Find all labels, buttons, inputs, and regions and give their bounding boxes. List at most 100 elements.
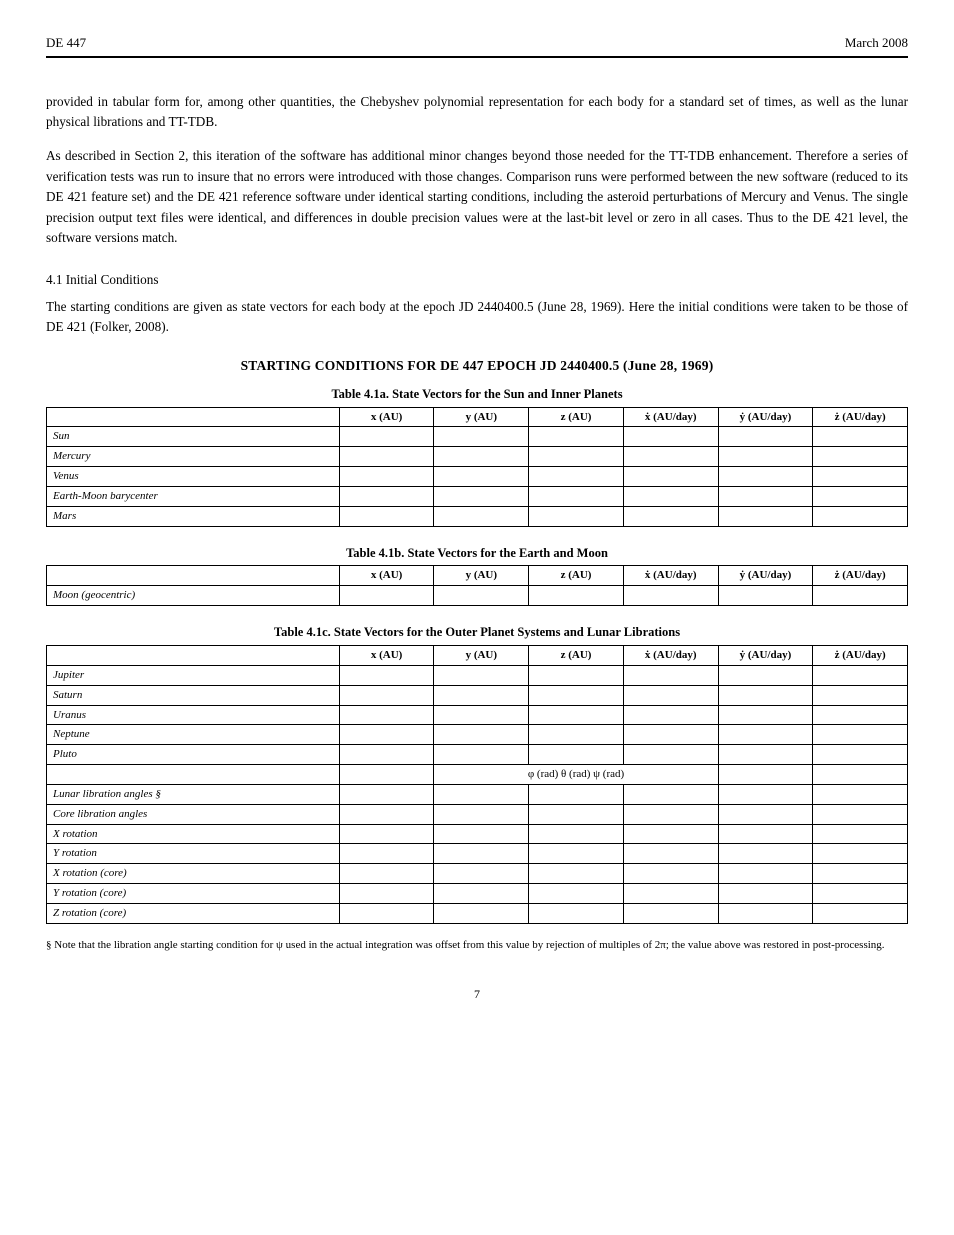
cell xyxy=(718,904,813,924)
cell xyxy=(339,765,434,785)
cell xyxy=(623,685,718,705)
column-header: z (AU) xyxy=(529,566,624,586)
footnote: § Note that the libration angle starting… xyxy=(46,938,908,954)
table-row: Z rotation (core) xyxy=(47,904,908,924)
table-row: Venus xyxy=(47,467,908,487)
cell xyxy=(813,824,908,844)
cell xyxy=(718,784,813,804)
cell xyxy=(434,804,529,824)
cell xyxy=(718,884,813,904)
paragraph-3-wrap: The starting conditions are given as sta… xyxy=(46,297,908,338)
cell xyxy=(718,486,813,506)
column-header: ż (AU/day) xyxy=(813,407,908,427)
table-row: Y rotation xyxy=(47,844,908,864)
cell xyxy=(623,427,718,447)
cell xyxy=(623,745,718,765)
table-row: Sun xyxy=(47,427,908,447)
row-label: Mars xyxy=(47,506,340,526)
cell xyxy=(718,745,813,765)
cell xyxy=(813,725,908,745)
cell xyxy=(434,586,529,606)
cell xyxy=(813,665,908,685)
cell xyxy=(718,804,813,824)
cell xyxy=(718,725,813,745)
row-label: Sun xyxy=(47,427,340,447)
row-label: Venus xyxy=(47,467,340,487)
row-label: Lunar libration angles § xyxy=(47,784,340,804)
cell xyxy=(718,447,813,467)
cell xyxy=(339,447,434,467)
column-header: ẋ (AU/day) xyxy=(623,566,718,586)
subsection-heading: 4.1 Initial Conditions xyxy=(46,271,908,289)
cell xyxy=(813,447,908,467)
cell xyxy=(529,725,624,745)
cell xyxy=(529,705,624,725)
table-row: Moon (geocentric) xyxy=(47,586,908,606)
cell xyxy=(339,685,434,705)
cell xyxy=(529,586,624,606)
cell xyxy=(339,745,434,765)
cell xyxy=(623,725,718,745)
cell xyxy=(434,864,529,884)
row-label: Moon (geocentric) xyxy=(47,586,340,606)
cell xyxy=(623,447,718,467)
row-label: Pluto xyxy=(47,745,340,765)
table-1-title: Table 4.1a. State Vectors for the Sun an… xyxy=(46,386,908,403)
cell xyxy=(434,447,529,467)
cell xyxy=(529,904,624,924)
table-row: Earth-Moon barycenter xyxy=(47,486,908,506)
header-left: DE 447 xyxy=(46,34,86,52)
column-header: ż (AU/day) xyxy=(813,566,908,586)
table-row: Pluto xyxy=(47,745,908,765)
table-row: Y rotation (core) xyxy=(47,884,908,904)
cell xyxy=(718,864,813,884)
cell xyxy=(813,765,908,785)
cell xyxy=(529,685,624,705)
cell xyxy=(434,427,529,447)
cell xyxy=(529,844,624,864)
cell xyxy=(813,586,908,606)
column-header: x (AU) xyxy=(339,646,434,666)
row-label: Uranus xyxy=(47,705,340,725)
cell xyxy=(434,685,529,705)
cell xyxy=(623,705,718,725)
cell xyxy=(718,824,813,844)
cell xyxy=(813,745,908,765)
paragraph-2: As described in Section 2, this iteratio… xyxy=(46,146,908,248)
cell xyxy=(434,784,529,804)
table-1: x (AU)y (AU)z (AU)ẋ (AU/day)ẏ (AU/day)ż … xyxy=(46,407,908,527)
cell xyxy=(718,844,813,864)
cell xyxy=(813,804,908,824)
cell xyxy=(339,486,434,506)
page-number: 7 xyxy=(46,986,908,1002)
table-row: Core libration angles xyxy=(47,804,908,824)
cell xyxy=(529,784,624,804)
row-label: X rotation (core) xyxy=(47,864,340,884)
cell xyxy=(529,506,624,526)
cell xyxy=(339,784,434,804)
cell xyxy=(529,467,624,487)
cell xyxy=(813,784,908,804)
paragraph-1: provided in tabular form for, among othe… xyxy=(46,92,908,133)
cell xyxy=(813,705,908,725)
row-label: Neptune xyxy=(47,725,340,745)
column-header: y (AU) xyxy=(434,646,529,666)
column-header xyxy=(47,566,340,586)
table-3: x (AU)y (AU)z (AU)ẋ (AU/day)ẏ (AU/day)ż … xyxy=(46,645,908,924)
column-header: ż (AU/day) xyxy=(813,646,908,666)
cell xyxy=(623,824,718,844)
column-header: ẏ (AU/day) xyxy=(718,566,813,586)
table-row: X rotation xyxy=(47,824,908,844)
cell xyxy=(434,844,529,864)
cell xyxy=(339,804,434,824)
cell xyxy=(813,427,908,447)
cell xyxy=(339,824,434,844)
cell xyxy=(434,506,529,526)
cell xyxy=(623,864,718,884)
cell xyxy=(718,586,813,606)
cell xyxy=(529,447,624,467)
column-header: ẏ (AU/day) xyxy=(718,407,813,427)
cell xyxy=(813,844,908,864)
cell xyxy=(339,884,434,904)
cell xyxy=(529,864,624,884)
